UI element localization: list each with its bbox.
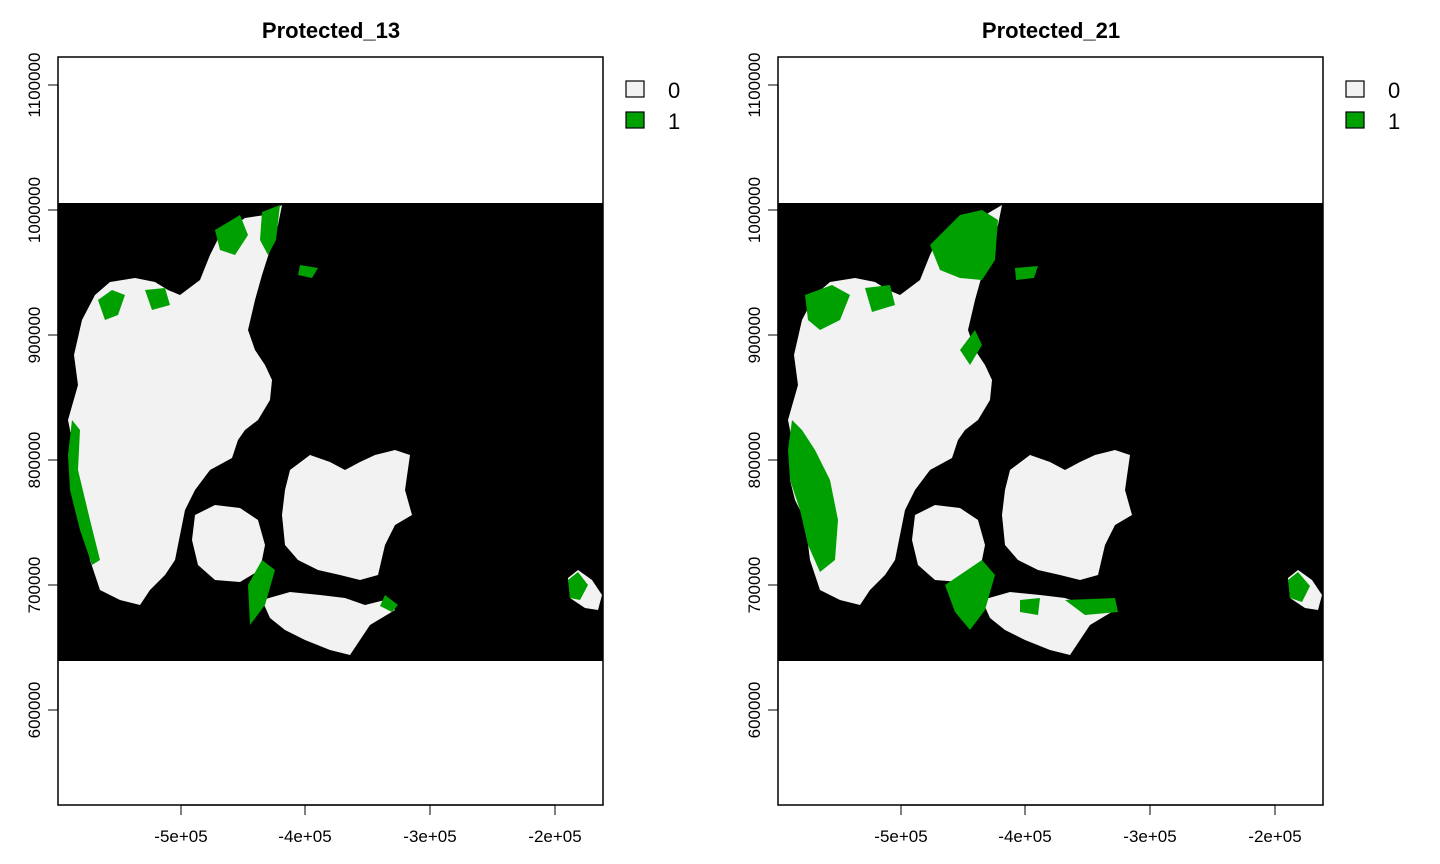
- legend-swatch-0: [1345, 80, 1365, 98]
- y-tick-label: 1000000: [745, 177, 764, 243]
- y-tick-label: 1100000: [745, 53, 764, 118]
- map-left: Protected_13 -: [25, 18, 680, 846]
- map-panel-right: Protected_21 -5e+05 -4e+05 -3e+05: [720, 0, 1440, 864]
- y-tick-label: 900000: [25, 307, 44, 364]
- legend: 0 1: [1345, 78, 1400, 134]
- y-tick-label: 800000: [25, 432, 44, 489]
- x-axis: -5e+05 -4e+05 -3e+05 -2e+05: [154, 804, 582, 846]
- y-axis: 600000 700000 800000 900000 1000000 1100…: [745, 53, 779, 739]
- legend-swatch-0: [625, 80, 645, 98]
- land-funen: [192, 505, 265, 582]
- x-tick-label: -3e+05: [403, 827, 456, 846]
- land-lolland: [262, 592, 395, 655]
- map-right: Protected_21 -5e+05 -4e+05 -3e+05: [745, 18, 1400, 846]
- y-axis: 600000 700000 800000 900000 1000000 1100…: [25, 53, 59, 739]
- x-axis: -5e+05 -4e+05 -3e+05 -2e+05: [874, 804, 1302, 846]
- map-panel-left: Protected_13 -: [25, 18, 680, 846]
- panel-title: Protected_13: [262, 18, 400, 43]
- protected-areas: [788, 210, 1310, 630]
- y-tick-label: 700000: [745, 557, 764, 614]
- y-tick-label: 600000: [745, 682, 764, 739]
- y-tick-label: 700000: [25, 557, 44, 614]
- legend-label: 1: [1388, 109, 1400, 134]
- legend-label: 1: [668, 109, 680, 134]
- legend-label: 0: [668, 78, 680, 103]
- raster-left: [58, 203, 603, 661]
- land-funen: [912, 505, 985, 582]
- protected-areas: [68, 205, 588, 625]
- x-tick-label: -5e+05: [154, 827, 207, 846]
- x-tick-label: -2e+05: [1248, 827, 1301, 846]
- legend-label: 0: [1388, 78, 1400, 103]
- x-tick-label: -2e+05: [528, 827, 581, 846]
- legend-swatch-1: [625, 111, 645, 129]
- y-tick-label: 800000: [745, 432, 764, 489]
- x-tick-label: -5e+05: [874, 827, 927, 846]
- legend: 0 1: [625, 78, 680, 134]
- x-tick-label: -4e+05: [998, 827, 1051, 846]
- raster-right: [778, 203, 1323, 661]
- y-tick-label: 1100000: [25, 53, 44, 118]
- x-tick-label: -4e+05: [278, 827, 331, 846]
- y-tick-label: 900000: [745, 307, 764, 364]
- y-tick-label: 1000000: [25, 177, 44, 243]
- y-tick-label: 600000: [25, 682, 44, 739]
- x-tick-label: -3e+05: [1123, 827, 1176, 846]
- land-zealand: [1002, 450, 1132, 580]
- legend-swatch-1: [1345, 111, 1365, 129]
- land-zealand: [282, 450, 412, 580]
- panel-title: Protected_21: [982, 18, 1120, 43]
